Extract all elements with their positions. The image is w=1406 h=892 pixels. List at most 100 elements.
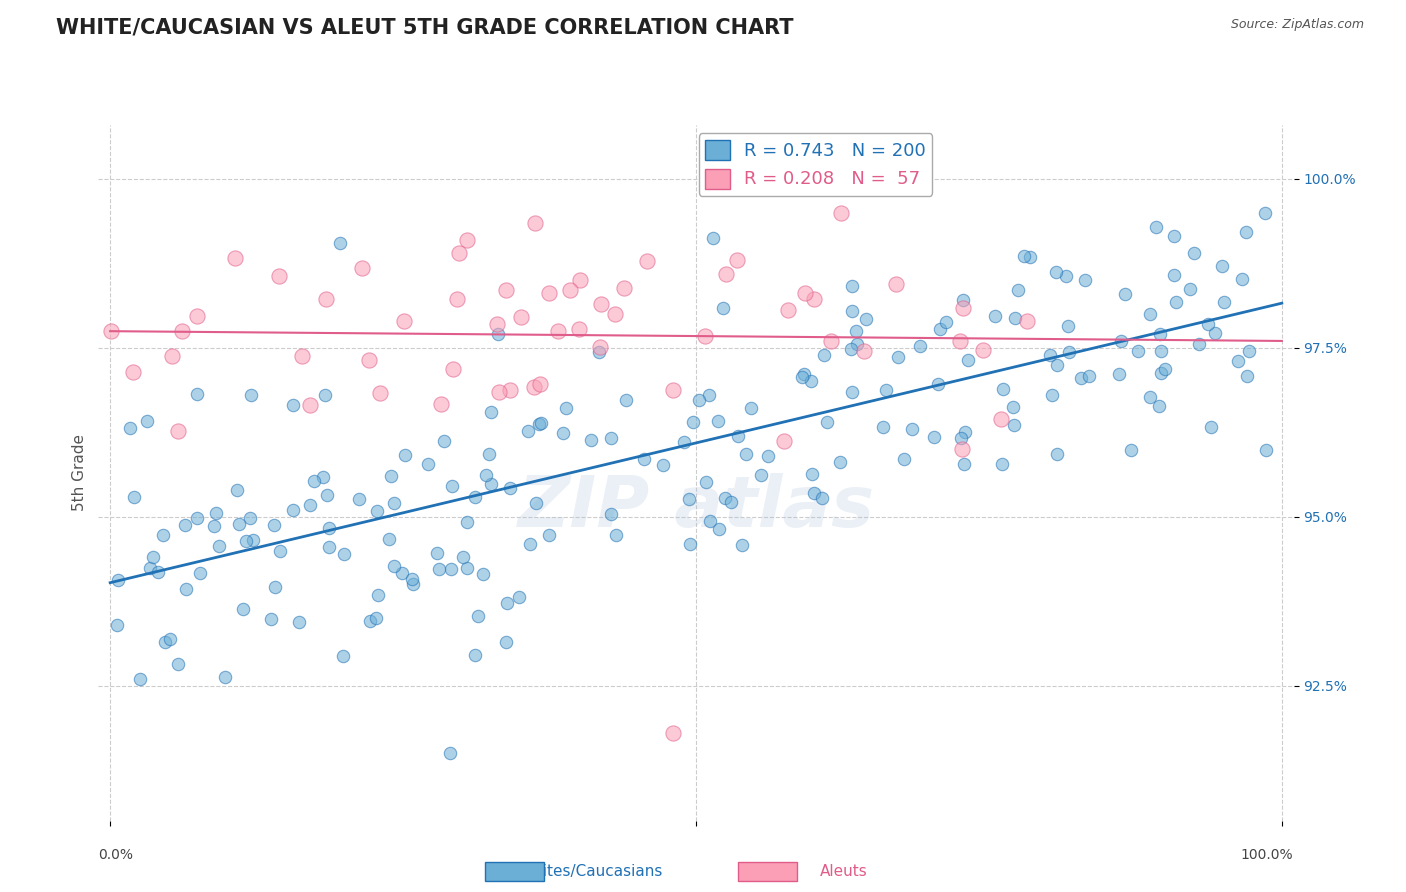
Point [740, 401, 762, 415]
Point [186, 309, 208, 323]
Point [299, 398, 322, 412]
Point [1236, 368, 1258, 383]
Point [841, 304, 863, 318]
Point [315, 488, 337, 502]
Point [281, 503, 304, 517]
Point [800, 374, 823, 388]
Point [731, 538, 754, 552]
Point [749, 467, 772, 482]
Point [803, 292, 825, 306]
Point [588, 344, 610, 359]
Point [264, 580, 287, 594]
Point [499, 481, 522, 495]
Point [792, 370, 814, 384]
Point [440, 562, 463, 576]
Point [702, 231, 724, 245]
Point [830, 455, 852, 469]
Point [1046, 447, 1069, 461]
Text: 0.0%: 0.0% [98, 847, 134, 862]
Point [239, 388, 262, 402]
Point [186, 511, 208, 525]
Point [952, 301, 974, 315]
Point [1056, 319, 1078, 334]
Point [288, 615, 311, 629]
Point [773, 434, 796, 449]
Point [441, 479, 464, 493]
Point [1164, 295, 1187, 310]
Point [720, 494, 742, 508]
Point [652, 458, 675, 472]
Point [426, 547, 449, 561]
Point [304, 474, 326, 488]
Point [613, 281, 636, 295]
Point [122, 490, 145, 504]
Point [139, 560, 162, 574]
Point [875, 383, 897, 397]
Point [451, 550, 474, 565]
Point [845, 324, 868, 338]
Point [922, 430, 945, 444]
Point [1108, 367, 1130, 381]
Point [830, 205, 852, 219]
Point [136, 414, 159, 428]
Point [1188, 337, 1211, 351]
Point [495, 283, 517, 297]
Text: Source: ZipAtlas.com: Source: ZipAtlas.com [1230, 18, 1364, 31]
Point [1019, 250, 1042, 264]
Point [167, 657, 190, 672]
Point [463, 648, 485, 662]
Point [427, 562, 450, 576]
Point [486, 317, 509, 331]
Point [1007, 283, 1029, 297]
Point [401, 573, 423, 587]
Point [105, 617, 128, 632]
Point [1230, 272, 1253, 286]
Point [672, 435, 695, 450]
Point [1012, 250, 1035, 264]
Point [464, 490, 486, 504]
Point [239, 511, 262, 525]
Point [314, 388, 336, 402]
Point [1150, 343, 1173, 358]
Point [364, 611, 387, 625]
Point [699, 514, 721, 528]
Point [153, 635, 176, 649]
Point [927, 377, 949, 392]
Point [1015, 314, 1038, 328]
Point [488, 385, 510, 400]
Point [727, 429, 749, 443]
Point [949, 431, 972, 445]
Legend: R = 0.743   N = 200, R = 0.208   N =  57: R = 0.743 N = 200, R = 0.208 N = 57 [699, 133, 932, 195]
Point [1057, 344, 1080, 359]
Point [589, 296, 612, 310]
Point [1054, 268, 1077, 283]
Point [820, 334, 842, 348]
Point [129, 672, 152, 686]
Point [523, 380, 546, 394]
Point [228, 517, 250, 532]
Point [118, 420, 141, 434]
Point [682, 415, 704, 429]
Point [633, 452, 655, 467]
Point [439, 746, 461, 760]
Point [991, 382, 1014, 396]
Point [568, 322, 591, 336]
Point [1154, 362, 1177, 376]
Point [260, 612, 283, 626]
Point [152, 527, 174, 541]
Point [839, 342, 862, 356]
Point [205, 506, 228, 520]
Point [467, 608, 489, 623]
Point [554, 401, 576, 415]
Point [446, 292, 468, 306]
Point [350, 261, 373, 276]
Point [475, 467, 498, 482]
Point [1121, 443, 1143, 458]
Point [756, 449, 779, 463]
Point [186, 387, 208, 401]
Point [1114, 286, 1136, 301]
Point [793, 368, 815, 382]
Point [547, 324, 569, 338]
Point [495, 635, 517, 649]
Point [347, 491, 370, 506]
